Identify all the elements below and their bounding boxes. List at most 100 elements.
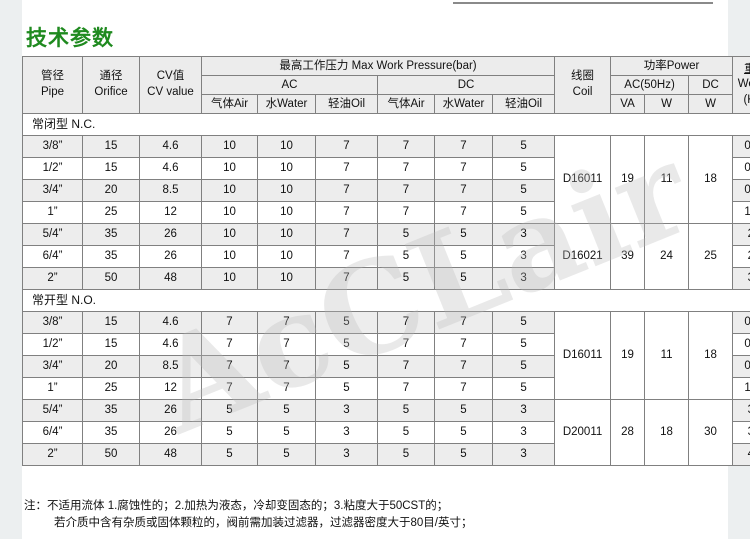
cell-weight: 0.67	[732, 135, 750, 158]
cell-orifice: 15	[82, 333, 140, 356]
cell-dc-oil: 3	[491, 267, 556, 290]
cell-ac-air: 10	[201, 135, 258, 158]
cell-ac-air: 10	[201, 201, 258, 224]
page-content: 技术参数 AcCLair 管径 Pipe 通径 Orifice C	[21, 0, 750, 539]
cell-ac-oil: 7	[315, 157, 378, 180]
cell-dc-water: 7	[434, 201, 493, 224]
col-header-dc-water: 水Water	[434, 94, 493, 114]
cell-w-dc: 30	[688, 399, 734, 466]
page-title: 技术参数	[26, 27, 114, 50]
cell-pipe: 3/4”	[22, 179, 83, 202]
cell-dc-air: 7	[377, 311, 435, 334]
cell-cv: 12	[139, 201, 202, 224]
col-header-orifice: 通径 Orifice	[82, 56, 140, 114]
table-row: 5/4”352610107553D160213924252.3	[22, 223, 750, 290]
cell-ac-air: 10	[201, 267, 258, 290]
cell-pipe: 3/8”	[22, 135, 83, 158]
top-divider-rule	[453, 2, 713, 4]
cell-ac-air: 5	[201, 443, 258, 466]
cell-dc-air: 7	[377, 179, 435, 202]
cell-weight: 0.75	[732, 311, 750, 334]
cell-cv: 26	[139, 399, 202, 422]
header-row-2: AC DC AC(50Hz) DC	[23, 75, 750, 95]
cell-dc-air: 7	[377, 135, 435, 158]
col-header-w-ac: W	[644, 94, 690, 114]
col-header-power-ac: AC(50Hz)	[610, 75, 690, 95]
cell-va: 39	[610, 223, 646, 290]
footnotes: 注：不适用流体 1.腐蚀性的；2.加热为液态，冷却变固态的；3.粘度大于50CS…	[24, 498, 724, 533]
cell-cv: 4.6	[139, 135, 202, 158]
cell-orifice: 50	[82, 443, 140, 466]
cell-weight: 0.75	[732, 179, 750, 202]
cell-coil: D16011	[554, 135, 612, 224]
cell-dc-water: 5	[434, 399, 493, 422]
cell-ac-oil: 7	[315, 245, 378, 268]
col-header-pipe: 管径 Pipe	[22, 56, 83, 114]
cell-w-ac: 18	[644, 399, 690, 466]
cell-ac-water: 10	[257, 179, 316, 202]
cell-ac-air: 7	[201, 333, 258, 356]
cell-orifice: 20	[82, 179, 140, 202]
table-row: 5/4”3526553553D200112818303.1	[22, 399, 750, 466]
col-header-power: 功率Power	[610, 56, 734, 76]
cell-dc-air: 7	[377, 201, 435, 224]
cell-dc-air: 5	[377, 223, 435, 246]
cell-dc-water: 7	[434, 179, 493, 202]
cell-pipe: 6/4”	[22, 245, 83, 268]
table-row: 6/4”35265535533.0	[22, 421, 750, 444]
col-header-dc-oil: 轻油Oil	[491, 94, 556, 114]
cell-w-dc: 18	[688, 311, 734, 400]
col-header-orifice-cn: 通径	[99, 70, 123, 83]
cell-ac-air: 7	[201, 311, 258, 334]
cell-cv: 26	[139, 223, 202, 246]
col-header-orifice-en: Orifice	[94, 86, 128, 98]
cell-weight: 0.83	[732, 355, 750, 378]
cell-ac-oil: 5	[315, 333, 378, 356]
cell-orifice: 35	[82, 245, 140, 268]
cell-ac-air: 7	[201, 355, 258, 378]
cell-dc-oil: 5	[491, 377, 556, 400]
cell-pipe: 5/4”	[22, 223, 83, 246]
cell-ac-water: 10	[257, 267, 316, 290]
cell-ac-oil: 5	[315, 377, 378, 400]
col-header-cv-cn: CV值	[156, 70, 185, 83]
section-label: 常闭型 N.C.	[21, 113, 750, 136]
cell-w-dc: 25	[688, 223, 734, 290]
cell-orifice: 25	[82, 201, 140, 224]
col-header-weight-unit: (KG)	[743, 93, 750, 106]
cell-orifice: 35	[82, 421, 140, 444]
col-header-pipe-cn: 管径	[41, 70, 64, 83]
col-header-weight-en: Weight	[737, 78, 750, 91]
col-header-ac-air: 气体Air	[201, 94, 258, 114]
cell-pipe: 1”	[22, 377, 83, 400]
cell-ac-air: 10	[201, 157, 258, 180]
cell-pipe: 5/4”	[22, 399, 83, 422]
section-header-row: 常开型 N.O.	[21, 289, 750, 312]
cell-dc-water: 5	[434, 421, 493, 444]
cell-dc-water: 5	[434, 245, 493, 268]
header-row-3: 气体Air 水Water 轻油Oil 气体Air 水Water 轻油Oil VA…	[23, 94, 750, 114]
table-row: 2”5048101075533.2	[22, 267, 750, 290]
cell-ac-water: 7	[257, 355, 316, 378]
col-header-pressure-ac: AC	[201, 75, 378, 95]
col-header-w-dc: W	[688, 94, 734, 114]
cell-ac-oil: 7	[315, 135, 378, 158]
cell-ac-oil: 7	[315, 267, 378, 290]
cell-orifice: 25	[82, 377, 140, 400]
cell-ac-water: 10	[257, 135, 316, 158]
cell-dc-oil: 3	[491, 223, 556, 246]
cell-w-ac: 11	[644, 135, 690, 224]
col-header-pressure-dc: DC	[376, 75, 556, 95]
cell-dc-water: 7	[434, 157, 493, 180]
cell-ac-water: 10	[257, 157, 316, 180]
cell-orifice: 15	[82, 157, 140, 180]
footnote-line-1: 注：不适用流体 1.腐蚀性的；2.加热为液态，冷却变固态的；3.粘度大于50CS…	[24, 500, 449, 512]
cell-weight: 3.0	[732, 421, 750, 444]
col-header-va: VA	[610, 94, 646, 114]
cell-dc-oil: 5	[491, 355, 556, 378]
cell-orifice: 50	[82, 267, 140, 290]
